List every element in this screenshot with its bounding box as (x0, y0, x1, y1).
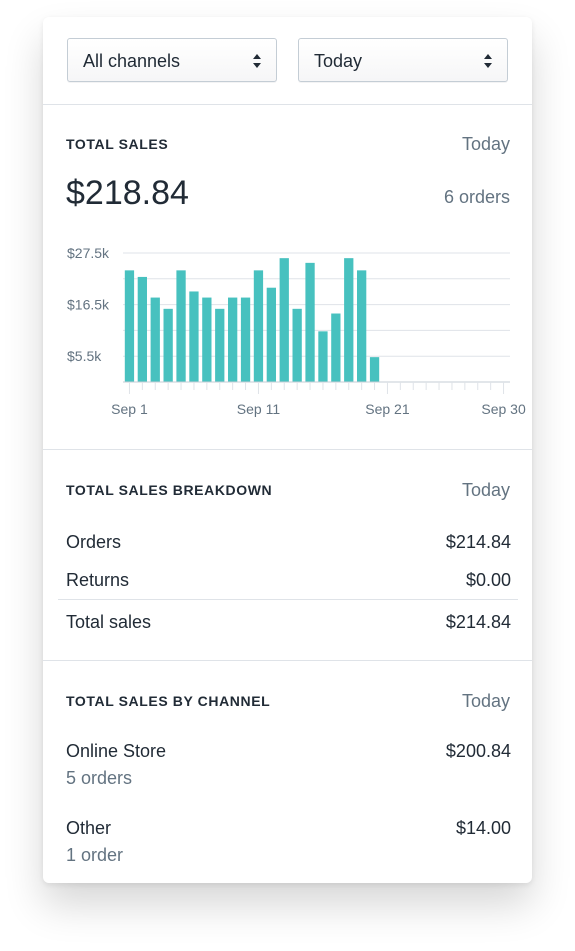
chart-bar[interactable] (266, 287, 276, 382)
chart-bar[interactable] (292, 308, 302, 382)
chart-bar[interactable] (150, 297, 160, 382)
sales-card: All channels Today TOTAL SALES Today $21… (43, 17, 532, 883)
chart-bar[interactable] (163, 308, 173, 382)
y-tick-label: $5.5k (67, 348, 102, 364)
returns-value: $0.00 (465, 570, 511, 590)
chart-bar[interactable] (331, 313, 341, 382)
y-tick-label: $27.5k (67, 245, 110, 261)
date-range-select-value: Today (314, 51, 363, 71)
x-tick-label: Sep 30 (481, 401, 526, 417)
total-sales-date: Today (461, 134, 510, 154)
y-tick-label: $16.5k (67, 297, 110, 313)
chart-bar[interactable] (305, 262, 315, 382)
channel-name: Online Store (66, 741, 167, 761)
total-sales-value: $214.84 (445, 612, 511, 632)
chart-bar[interactable] (228, 297, 238, 382)
chart-bar[interactable] (176, 270, 186, 382)
chart-bar[interactable] (344, 258, 354, 382)
chart-bar[interactable] (318, 331, 328, 382)
breakdown-date: Today (461, 480, 510, 500)
channel-orders: 5 orders (66, 768, 133, 788)
total-sales-title: TOTAL SALES (66, 136, 169, 152)
chart-bar[interactable] (369, 357, 380, 382)
orders-value: $214.84 (445, 532, 511, 552)
total-sales-label: Total sales (66, 612, 152, 632)
by-channel-date: Today (461, 691, 510, 711)
breakdown-section: TOTAL SALES BREAKDOWN Today Orders $214.… (43, 450, 532, 661)
chart-bar[interactable] (124, 270, 135, 382)
channel-name: Other (66, 818, 112, 838)
by-channel-section: TOTAL SALES BY CHANNEL Today Online Stor… (43, 661, 532, 883)
chart-bar[interactable] (202, 297, 212, 382)
chart-bar[interactable] (137, 276, 147, 382)
channel-orders: 1 order (66, 845, 124, 865)
chart-bar[interactable] (240, 297, 251, 382)
select-arrows-icon (483, 51, 493, 71)
breakdown-title: TOTAL SALES BREAKDOWN (66, 482, 273, 498)
channel-value: $200.84 (445, 741, 511, 761)
chart-bar[interactable] (279, 258, 289, 382)
total-sales-amount: $218.84 (66, 174, 189, 212)
channel-value: $14.00 (455, 818, 511, 838)
returns-label: Returns (66, 570, 130, 590)
filter-bar: All channels Today (43, 17, 532, 105)
orders-label: Orders (66, 532, 122, 552)
select-arrows-icon (252, 51, 262, 71)
channel-select[interactable]: All channels (67, 38, 277, 82)
total-sales-section: TOTAL SALES Today (43, 105, 532, 450)
chart-bar[interactable] (357, 270, 367, 382)
chart-bar[interactable] (189, 291, 199, 382)
x-tick-label: Sep 21 (365, 401, 410, 417)
chart-bar[interactable] (215, 308, 225, 382)
x-tick-label: Sep 11 (237, 401, 281, 417)
sales-bar-chart: $27.5k $16.5k $5.5k Sep 1 Sep 11 Sep 21 Sep 30 (67, 245, 526, 417)
date-range-select[interactable]: Today (298, 38, 508, 82)
channel-select-value: All channels (83, 51, 181, 71)
total-sales-order-count: 6 orders (443, 187, 510, 207)
chart-bar[interactable] (253, 270, 264, 382)
breakdown-divider (58, 599, 518, 600)
x-tick-label: Sep 1 (111, 401, 148, 417)
by-channel-title: TOTAL SALES BY CHANNEL (66, 693, 271, 709)
